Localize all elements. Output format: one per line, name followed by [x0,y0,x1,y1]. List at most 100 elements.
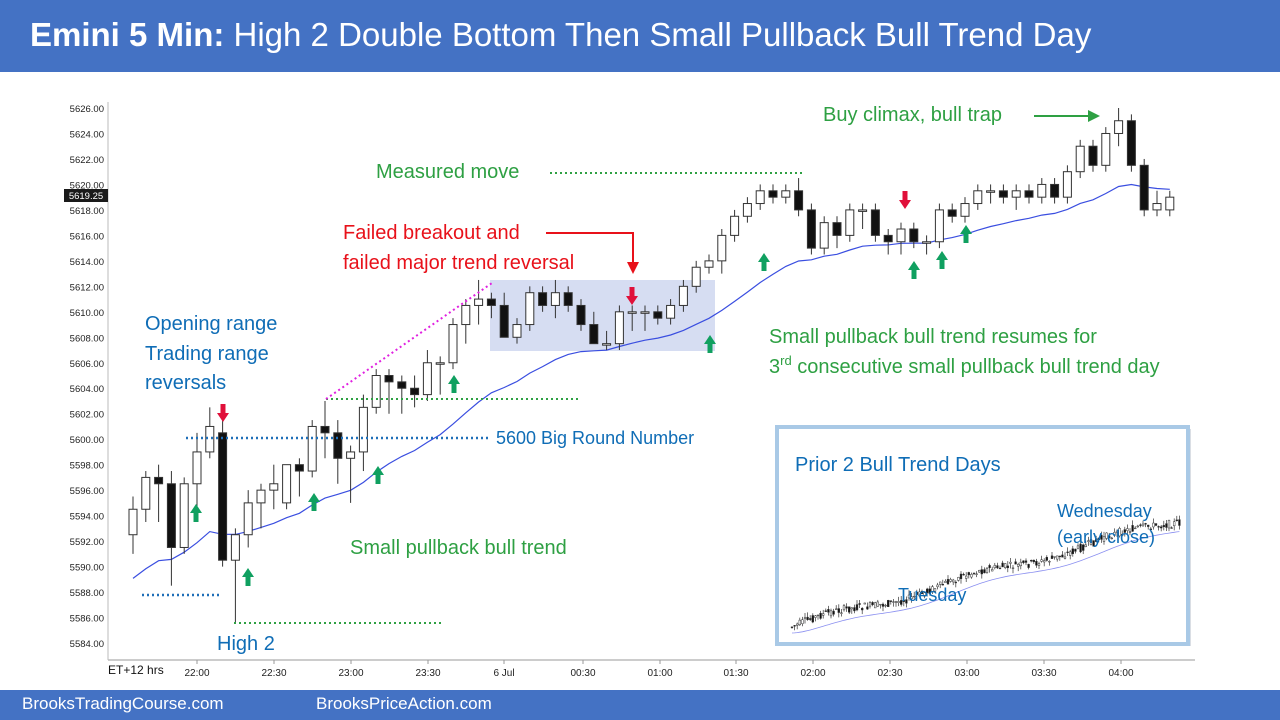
inset-candle [1061,554,1064,558]
inset-candle [1160,526,1163,529]
inset-candle [1110,537,1113,540]
measured-move-label: Measured move [376,161,519,183]
bear-candle [1024,190,1034,198]
inset-candle [1035,560,1038,566]
brooks-trading-course-link[interactable]: BrooksTradingCourse.com [22,694,224,713]
buy-signal-arrow [448,375,460,393]
bear-candle [1139,164,1149,211]
bull-candle [730,215,740,236]
inset-candle [1050,555,1054,559]
small-pullback-label: Small pullback bull trend [350,537,567,559]
bull-candle [1152,203,1162,211]
inset-candle [902,599,905,602]
title-rest: High 2 Double Bottom Then Small Pullback… [233,16,1092,53]
inset-candle [897,601,900,603]
bull-candle [307,425,317,472]
inset-candle [959,573,963,580]
inset-candle [998,567,1002,570]
bull-candle [474,298,484,306]
y-tick-label: 5606.00 [70,359,104,370]
y-tick-label: 5624.00 [70,129,104,140]
inset-candle [1037,563,1041,566]
inset-candle [913,595,916,598]
inset-title: Prior 2 Bull Trend Days [795,454,1001,476]
inset-candle [848,606,851,613]
y-tick-label: 5604.00 [70,384,104,395]
bull-candle [435,362,445,365]
inset-candle [1128,531,1132,533]
x-tick-label: 23:30 [415,668,440,679]
price-bars [128,108,1175,624]
trend-resumes-label: Small pullback bull trend resumes for [769,326,1097,348]
y-tick-label: 5598.00 [70,461,104,472]
inset-candle [824,610,827,612]
bear-candle [576,304,586,326]
bear-candle [947,209,957,217]
inset-candle [887,600,890,607]
inset-candle [1045,557,1048,561]
inset-candle [1157,526,1160,528]
inset-candle [1105,532,1108,539]
inset-candle [980,569,983,575]
bull-candle [512,324,522,338]
buy-signal-arrow [242,568,254,586]
bear-candle [410,387,420,396]
inset-candle [868,602,872,607]
inset-early-close-label: (early close) [1057,527,1155,547]
inset-candle [837,608,840,613]
inset-tuesday-label: Tuesday [898,585,966,605]
buy-signal-arrow [308,493,320,511]
inset-candle [967,572,970,576]
bear-candle [486,298,496,306]
bull-candle [1062,171,1072,198]
inset-candle [1048,561,1051,563]
bull-candle [230,534,240,561]
brooks-price-action-link[interactable]: BrooksPriceAction.com [316,694,492,713]
inset-candle [1082,544,1085,551]
inset-candle [793,625,796,627]
bull-candle [819,222,829,249]
opening-range-label: Opening range [145,313,277,335]
inset-candle [1009,561,1012,564]
inset-candle [1056,555,1059,560]
x-tick-label: 23:00 [338,668,363,679]
consecutive-number: 3 [769,356,780,378]
inset-candle [985,567,989,573]
bull-candle [986,190,996,193]
y-tick-label: 5614.00 [70,257,104,268]
inset-candle [1095,538,1098,542]
bull-candle [717,234,727,262]
inset-candle [983,569,986,574]
title-bold: Emini 5 Min: [30,16,225,53]
inset-candle [907,594,911,599]
inset-candle [939,581,942,585]
inset-candle [1167,519,1171,529]
inset-candle [892,601,895,603]
inset-price-bars [790,515,1181,634]
bear-candle [909,228,919,243]
inset-candle [1069,551,1072,556]
bear-candle [653,311,663,319]
inset-candle [881,603,885,607]
inset-candle [840,612,843,614]
inset-candle [1014,561,1017,565]
sell-signal-arrow [217,404,229,422]
last-price-tag [64,189,108,202]
inset-candle [861,608,864,611]
x-tick-label: 03:30 [1031,668,1056,679]
inset-candle [1152,522,1155,528]
y-tick-label: 5592.00 [70,537,104,548]
inset-candle [853,607,856,612]
bear-candle [1050,183,1060,198]
bull-candle [781,190,791,198]
inset-candle [946,579,950,585]
inset-candle [814,615,817,618]
bull-candle [346,451,356,459]
inset-candle [1063,556,1067,559]
inset-candle [855,604,859,611]
inset-candle [1006,565,1009,569]
buy-signal-arrow [908,261,920,279]
y-tick-label: 5618.00 [70,206,104,217]
inset-candle [1040,559,1043,562]
bull-candle [742,203,752,217]
